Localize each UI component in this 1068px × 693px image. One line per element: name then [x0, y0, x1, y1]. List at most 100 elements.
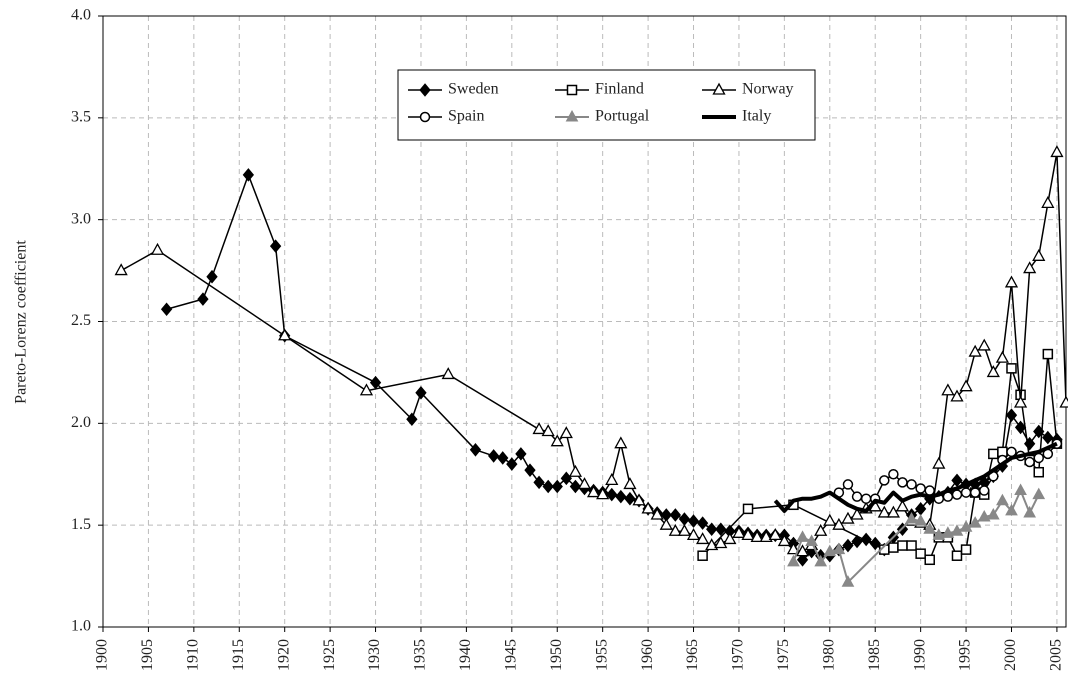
marker: [641, 501, 655, 514]
marker: [550, 434, 564, 447]
marker: [796, 553, 809, 567]
marker: [566, 84, 578, 96]
marker: [1024, 456, 1035, 468]
x-tick-label: 1940: [457, 639, 474, 671]
marker: [706, 522, 718, 537]
x-tick-label: 1900: [94, 639, 111, 671]
marker: [532, 422, 546, 435]
marker: [897, 477, 908, 488]
marker: [805, 534, 818, 546]
x-tick-label: 1920: [275, 639, 292, 671]
legend-label: Spain: [448, 108, 484, 125]
marker: [1005, 408, 1018, 422]
marker: [832, 517, 846, 530]
marker: [1042, 430, 1054, 445]
marker: [950, 524, 964, 536]
x-tick-label: 1950: [548, 639, 565, 671]
marker: [986, 365, 1000, 378]
y-tick-label: 3.0: [71, 210, 91, 227]
marker: [924, 485, 935, 496]
marker: [915, 483, 926, 494]
marker: [606, 487, 618, 502]
marker: [842, 479, 854, 490]
y-axis-label: Pareto-Lorenz coefficient: [13, 240, 30, 404]
x-tick-label: 1995: [957, 639, 974, 671]
marker: [697, 550, 708, 561]
marker: [559, 426, 573, 439]
marker: [960, 544, 972, 555]
marker: [686, 528, 701, 540]
marker: [886, 505, 900, 518]
marker: [569, 479, 582, 494]
x-tick-label: 2005: [1048, 639, 1065, 671]
marker: [906, 479, 917, 490]
x-tick-label: 1905: [139, 639, 156, 671]
marker: [959, 379, 973, 392]
marker: [951, 489, 963, 500]
marker: [777, 534, 791, 547]
marker: [1013, 395, 1028, 408]
x-tick-label: 1990: [911, 639, 928, 671]
marker: [524, 463, 536, 477]
x-tick-label: 2000: [1002, 639, 1019, 671]
marker: [978, 485, 990, 496]
marker: [851, 534, 863, 549]
marker: [615, 489, 627, 504]
marker: [768, 528, 782, 540]
marker: [986, 507, 1000, 520]
x-tick-label: 1960: [639, 639, 656, 671]
marker: [1032, 487, 1046, 500]
y-tick-label: 3.5: [71, 109, 91, 126]
marker: [441, 367, 455, 380]
marker: [950, 389, 964, 402]
marker: [596, 487, 610, 500]
marker: [705, 538, 719, 551]
marker: [823, 544, 837, 557]
marker: [905, 512, 918, 524]
marker: [669, 508, 681, 522]
y-tick-label: 2.0: [71, 414, 91, 431]
marker: [832, 542, 846, 555]
marker: [842, 538, 854, 553]
marker: [1014, 483, 1027, 496]
marker: [759, 530, 773, 543]
legend-label: Portugal: [595, 108, 650, 125]
legend-label: Italy: [742, 108, 771, 125]
marker: [924, 554, 935, 566]
marker: [915, 548, 926, 559]
marker: [668, 523, 682, 536]
marker: [1023, 505, 1037, 518]
marker: [1059, 395, 1068, 408]
marker: [841, 511, 855, 524]
marker: [150, 242, 165, 255]
marker: [160, 302, 173, 317]
marker: [969, 487, 981, 498]
marker: [541, 424, 555, 437]
marker: [879, 475, 890, 486]
x-tick-label: 1915: [230, 639, 247, 671]
marker: [750, 530, 764, 543]
x-tick-label: 1980: [820, 639, 837, 671]
marker: [269, 239, 282, 253]
marker: [814, 554, 828, 567]
marker: [533, 475, 545, 490]
marker: [406, 412, 418, 427]
marker: [560, 471, 572, 486]
marker: [851, 491, 863, 502]
legend-box: [397, 69, 816, 141]
marker: [1004, 275, 1019, 288]
marker: [1033, 466, 1044, 478]
marker: [1014, 420, 1027, 435]
marker: [632, 493, 646, 506]
marker: [895, 499, 910, 512]
x-tick-label: 1965: [684, 639, 701, 671]
marker: [714, 536, 728, 549]
marker: [1050, 145, 1064, 158]
legend-label: Sweden: [448, 81, 499, 98]
marker: [419, 111, 431, 123]
marker: [932, 456, 946, 469]
x-tick-label: 1925: [321, 639, 338, 671]
marker: [1006, 446, 1017, 458]
marker: [877, 505, 891, 518]
